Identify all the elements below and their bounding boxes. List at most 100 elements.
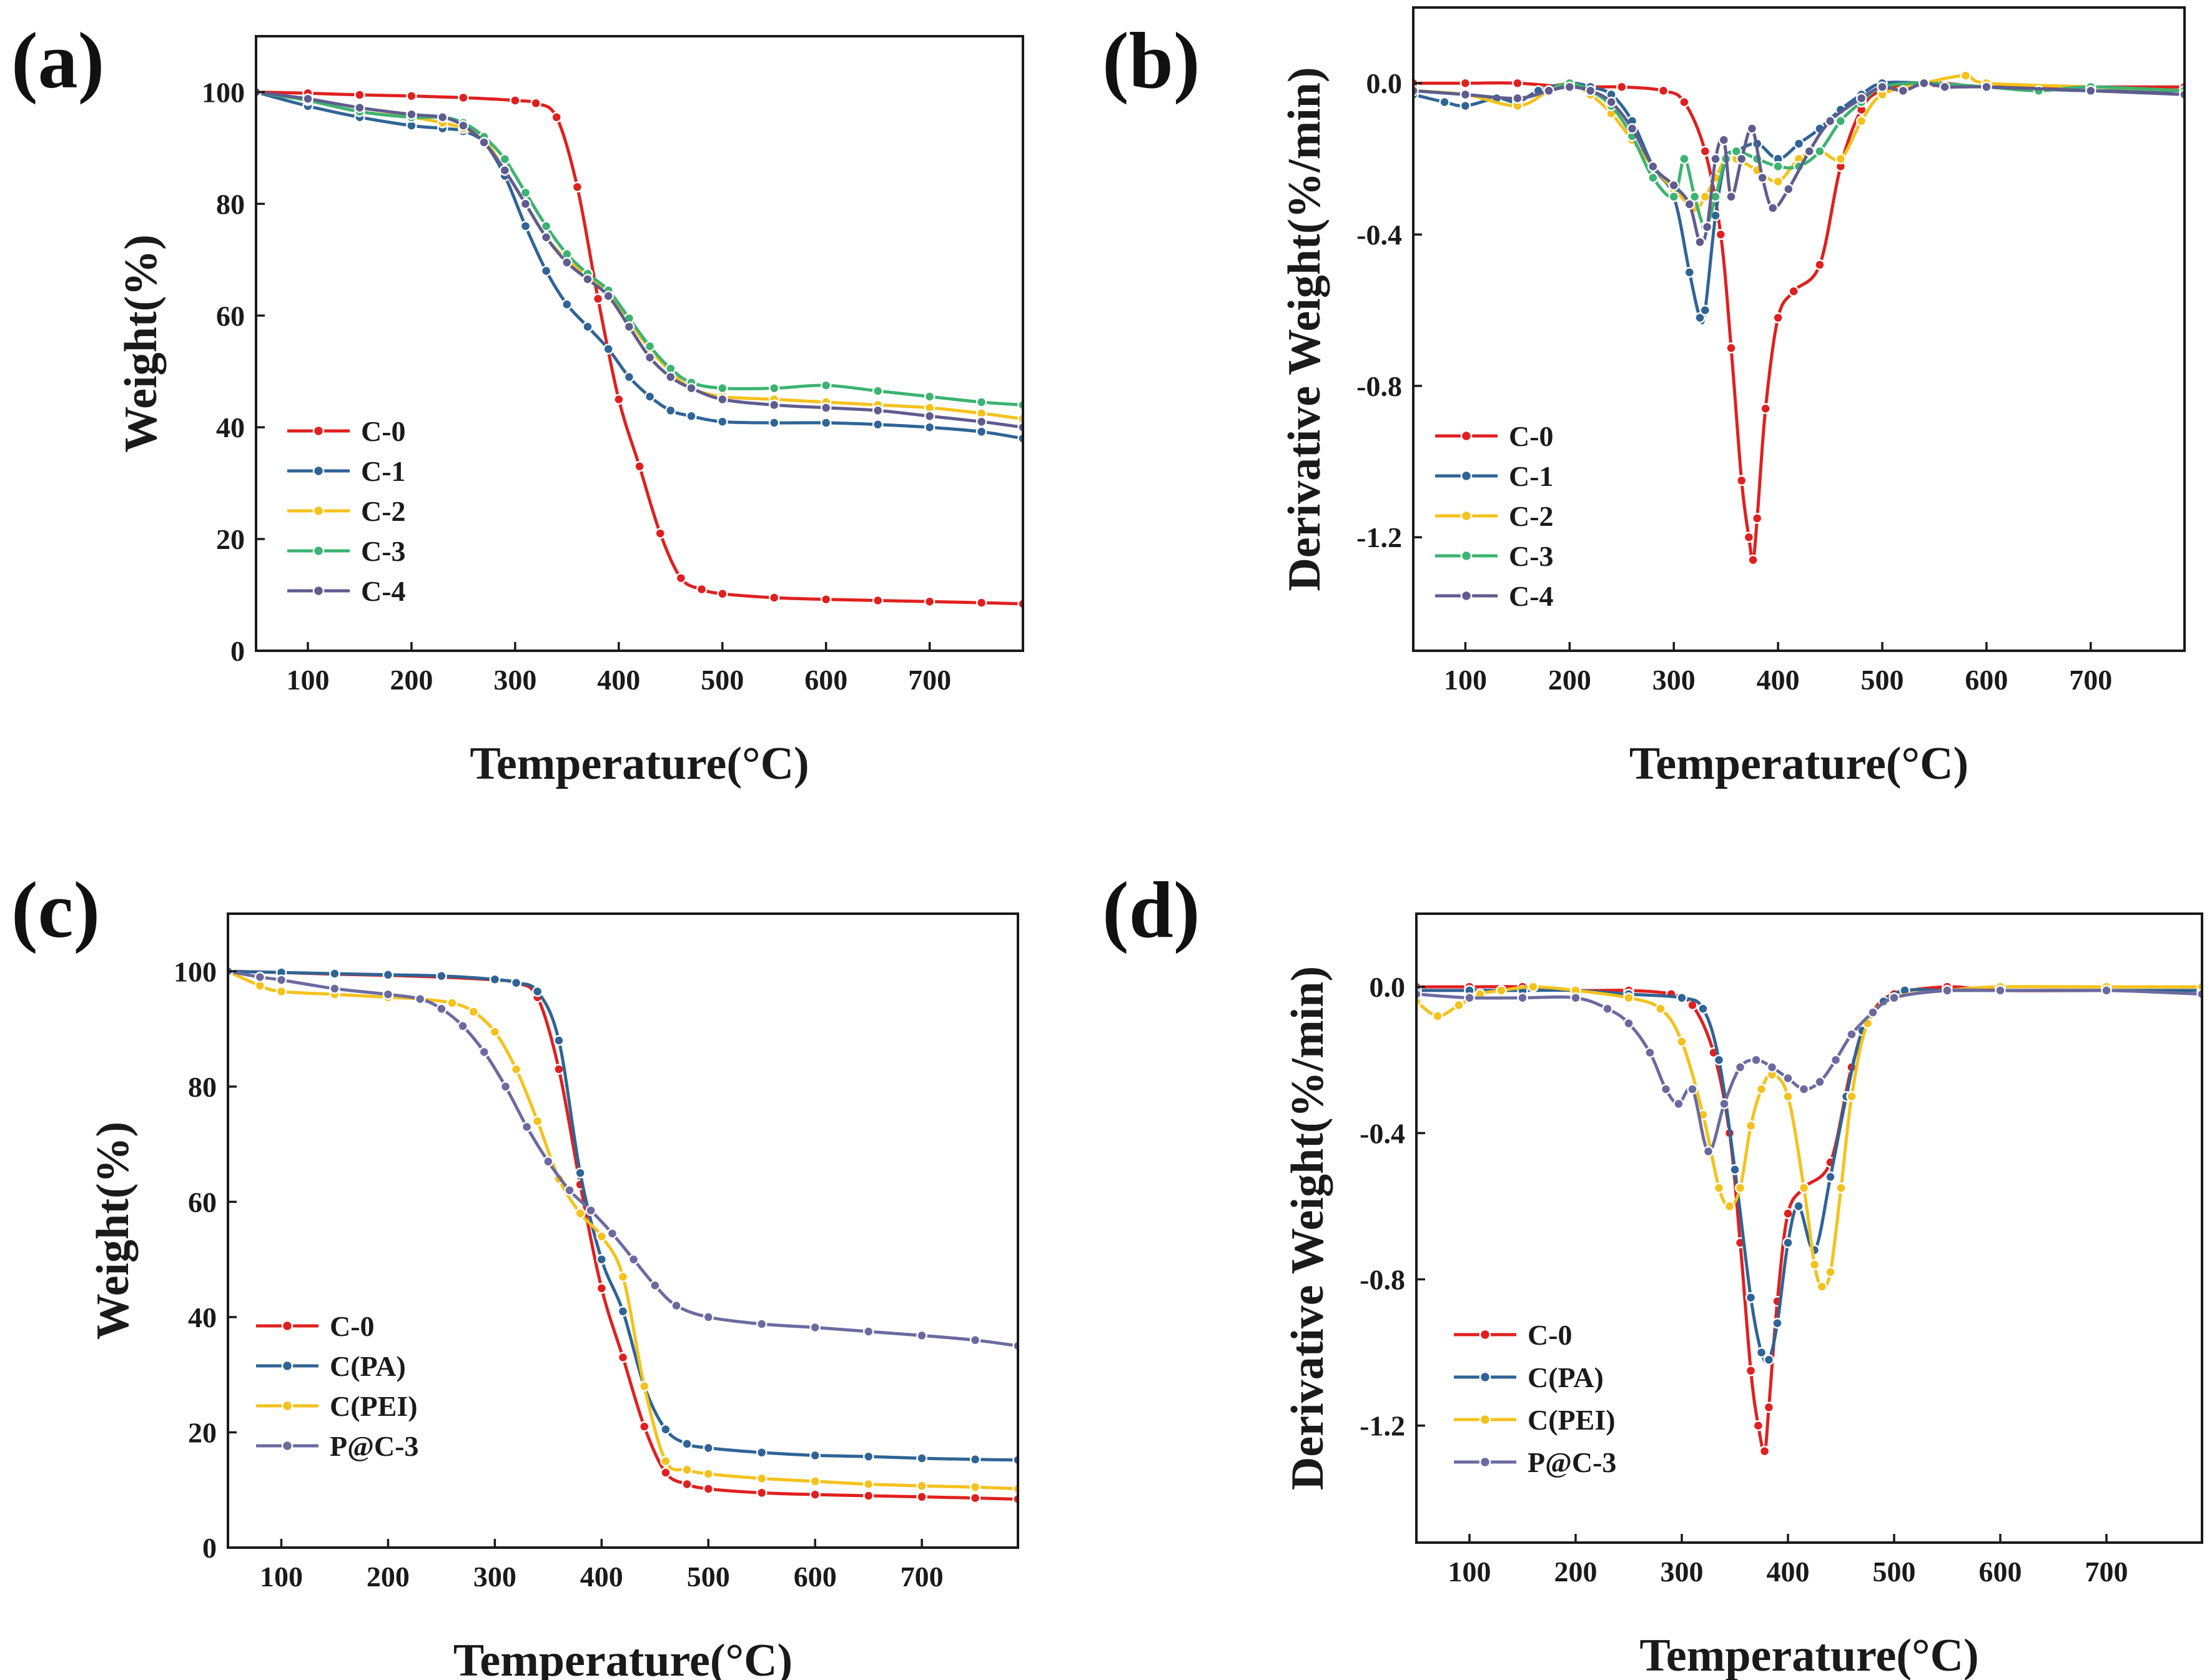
- panel-c-point-p-c-3-8: [478, 1046, 490, 1058]
- panel-b-point-c-0-16: [1788, 285, 1799, 297]
- panel-a-point-c-4-2: [354, 102, 365, 114]
- panel-c-point-c-pei-10: [531, 1115, 543, 1127]
- panel-d-point-p-c-3-10: [1702, 1145, 1714, 1157]
- panel-c-legend-marker-c-pei: [281, 1400, 294, 1412]
- panel-d-ytick-label-3: -1.2: [1360, 1410, 1405, 1442]
- panel-b-legend-marker-c-0: [1460, 430, 1473, 442]
- panel-c-ytick-label-4: 80: [188, 1071, 217, 1103]
- panel-b-legend-label-c-3: C-3: [1509, 540, 1554, 572]
- panel-b-point-c-4-5: [1584, 85, 1596, 97]
- panel-b-y-axis-label: Derivative Weight(%/min): [1279, 67, 1330, 591]
- panel-c-point-c-pa-18: [862, 1451, 874, 1462]
- panel-d-ytick-label-1: -0.4: [1360, 1117, 1405, 1149]
- panel-d-series-p-c-3: [1416, 985, 2202, 1157]
- panel-b-point-c-2-23: [1960, 70, 1972, 81]
- panel-c-point-p-c-3-5: [414, 993, 426, 1005]
- panel-c-point-c-pa-17: [809, 1450, 821, 1461]
- panel-b-legend-marker-c-3: [1460, 550, 1473, 562]
- panel-d-legend-marker-c-pa: [1479, 1371, 1491, 1383]
- panel-c-point-c-pa-11: [617, 1305, 629, 1317]
- panel-b-point-c-3-11: [1689, 191, 1701, 202]
- panel-d-point-c-pei-18: [1798, 1182, 1810, 1193]
- panel-a-line-c-0: [256, 91, 1023, 606]
- panel-d-legend: C-0 C(PA) C(PEI) P@C-3: [1454, 1319, 1616, 1478]
- panel-d-point-p-c-3-8: [1673, 1098, 1684, 1110]
- panel-c-ytick-label-1: 20: [188, 1416, 217, 1448]
- panel-c-point-c-0-11: [617, 1351, 629, 1363]
- panel-b-xtick-label-300: 300: [1652, 664, 1696, 696]
- panel-d-y-axis-label: Derivative Weight(%/min): [1282, 966, 1333, 1490]
- panel-a-point-c-0-15: [717, 588, 728, 600]
- panel-c: (c) 100 200 300 400 500 600 700 0 20 40 60 80 100 Tem…: [11, 866, 1019, 1680]
- panel-b-point-c-4-12: [1701, 221, 1713, 233]
- panel-a-point-c-1-8: [520, 220, 531, 232]
- panel-d-legend-label-c-0: C-0: [1528, 1319, 1573, 1351]
- panel-a-point-c-0-18: [872, 595, 884, 606]
- panel-b-point-c-4-23: [1855, 92, 1867, 104]
- panel-c-point-p-c-3-14: [606, 1228, 618, 1239]
- panel-a-series-c-0: [256, 86, 1023, 610]
- panel-d-point-c-pei-20: [1816, 1281, 1828, 1292]
- panel-d-point-c-0-10: [1745, 1365, 1757, 1376]
- panel-c-xtick-label-200: 200: [367, 1561, 410, 1593]
- panel-d-point-c-pei-7: [1623, 992, 1634, 1004]
- panel-b-point-c-4-10: [1684, 199, 1696, 210]
- panel-d-legend-marker-c-0: [1479, 1328, 1491, 1341]
- panel-d-point-c-pei-11: [1713, 1182, 1725, 1193]
- panel-a-legend-label-c-2: C-2: [361, 495, 406, 527]
- panel-c-point-c-pei-13: [596, 1230, 608, 1242]
- panel-d-point-c-pei-9: [1676, 1036, 1687, 1047]
- panel-c-point-c-pa-10: [596, 1253, 608, 1265]
- panel-b-legend-label-c-4: C-4: [1509, 580, 1554, 612]
- panel-b-plot-frame: [1412, 6, 2186, 652]
- panel-a-point-c-0-10: [613, 393, 625, 405]
- panel-c-ytick-label-2: 40: [188, 1302, 217, 1333]
- panel-d-point-p-c-3-16: [1798, 1084, 1810, 1095]
- panel-c-point-p-c-3-1: [254, 971, 266, 983]
- panel-c-point-c-0-13: [660, 1467, 671, 1478]
- panel-c-ytick-label-3: 60: [188, 1186, 217, 1218]
- panel-label-b: (b): [1102, 16, 1200, 105]
- panel-b-point-c-4-11: [1694, 236, 1706, 248]
- panel-c-point-p-c-3-10: [521, 1121, 533, 1133]
- panel-c-point-p-c-3-18: [703, 1312, 714, 1323]
- panel-c-point-c-pei-8: [489, 1026, 501, 1037]
- panel-d-point-c-0-13: [1763, 1401, 1775, 1413]
- panel-a-point-c-1-13: [623, 371, 635, 383]
- panel-c-line-c-pa: [228, 969, 1018, 1462]
- panel-b-point-c-3-10: [1679, 153, 1690, 165]
- panel-d-point-p-c-3-4: [1602, 1003, 1613, 1014]
- panel-c-y-axis-label: Weight(%): [87, 1122, 139, 1340]
- panel-a-point-c-4-19: [820, 402, 832, 413]
- panel-c-point-c-pa-7: [531, 986, 543, 997]
- panel-b-point-c-4-8: [1647, 161, 1659, 172]
- panel-d-point-p-c-3-12: [1734, 1062, 1746, 1073]
- panel-a-point-c-4-17: [717, 393, 728, 405]
- panel-c-point-c-pa-16: [756, 1447, 768, 1458]
- panel-a-point-c-1-9: [540, 265, 552, 277]
- panel-b-xtick-label-600: 600: [1965, 664, 2008, 696]
- panel-d-point-p-c-3-24: [2101, 985, 2112, 996]
- panel-c-point-p-c-3-4: [382, 989, 394, 1000]
- panel-c-point-p-c-3-22: [916, 1330, 927, 1342]
- panel-c-point-c-0-12: [638, 1421, 650, 1432]
- panel-b-point-c-4-25: [1897, 85, 1909, 97]
- panel-a-point-c-4-5: [458, 120, 469, 131]
- panel-b-point-c-0-9: [1726, 342, 1737, 354]
- panel-d-point-p-c-3-22: [1942, 985, 1953, 996]
- panel-a-legend-marker-c-4: [312, 585, 325, 597]
- panel-d-ytick-label-2: -0.8: [1360, 1263, 1405, 1295]
- panel-a-xtick-label-300: 300: [493, 664, 536, 696]
- panel-d-xtick-label-700: 700: [2085, 1556, 2128, 1588]
- panel-b-point-c-4-24: [1877, 81, 1888, 92]
- panel-a-point-c-4-1: [302, 93, 314, 104]
- panel-d-point-p-c-3-13: [1750, 1054, 1762, 1065]
- panel-a-legend: C-0 C-1 C-2 C-3 C-4: [287, 415, 406, 607]
- panel-c-point-c-pa-8: [553, 1035, 565, 1046]
- panel-d-ytick-label-0: 0.0: [1370, 971, 1406, 1003]
- panel-b-ytick-label-0: 0.0: [1366, 67, 1403, 99]
- panel-d-point-c-pa-11: [1763, 1354, 1775, 1366]
- panel-d-point-p-c-3-15: [1782, 1072, 1794, 1084]
- panel-b-point-c-4-15: [1726, 191, 1737, 202]
